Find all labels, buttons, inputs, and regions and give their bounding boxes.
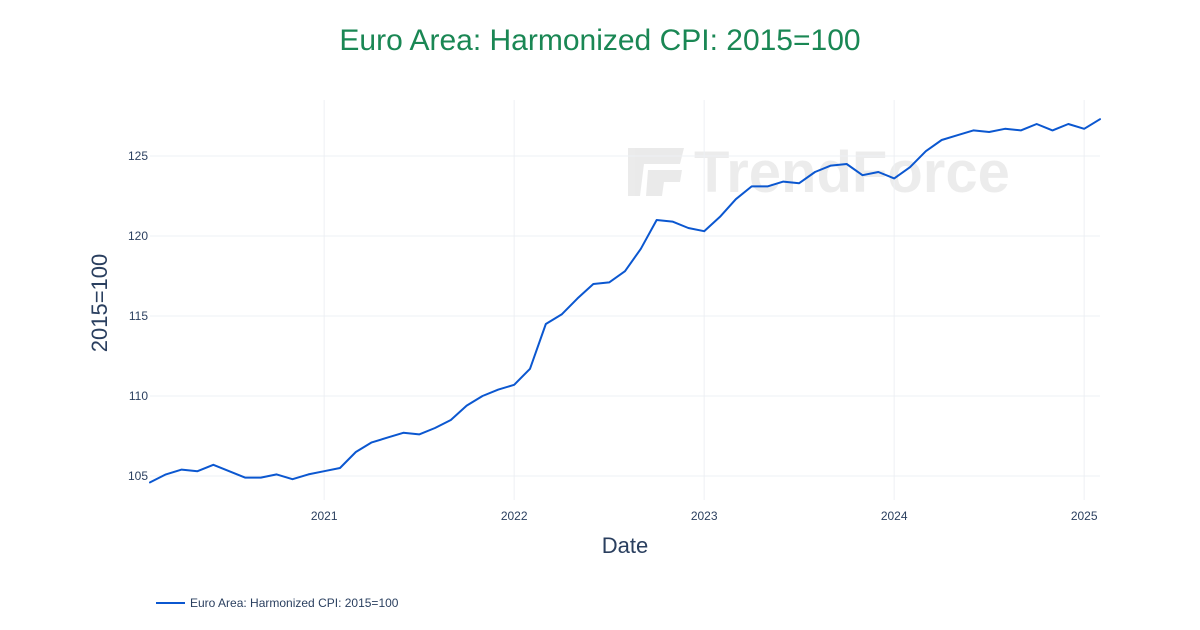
y-axis-ticks: 105 110 115 120 125 bbox=[128, 149, 148, 483]
x-grid bbox=[323, 100, 1085, 500]
legend[interactable]: Euro Area: Harmonized CPI: 2015=100 bbox=[156, 596, 399, 610]
y-tick-label: 120 bbox=[128, 229, 148, 243]
trendforce-logo-icon bbox=[628, 148, 684, 196]
chart-title: Euro Area: Harmonized CPI: 2015=100 bbox=[339, 24, 860, 57]
series-layer bbox=[149, 118, 1101, 484]
y-tick-label: 105 bbox=[128, 469, 148, 483]
watermark-text: TrendForce bbox=[694, 140, 1010, 205]
x-tick-label: 2021 bbox=[311, 509, 338, 523]
y-tick-label: 125 bbox=[128, 149, 148, 163]
series-line-0[interactable] bbox=[149, 118, 1101, 484]
y-tick-label: 115 bbox=[129, 309, 148, 323]
x-tick-label: 2024 bbox=[881, 509, 908, 523]
x-axis-title: Date bbox=[602, 533, 648, 558]
x-tick-label: 2022 bbox=[501, 509, 528, 523]
y-grid bbox=[150, 155, 1100, 477]
x-tick-label: 2025 bbox=[1071, 509, 1098, 523]
y-tick-label: 110 bbox=[129, 389, 148, 403]
legend-label: Euro Area: Harmonized CPI: 2015=100 bbox=[190, 596, 399, 610]
x-axis-ticks: 2021 2022 2023 2024 2025 bbox=[311, 509, 1098, 523]
watermark: TrendForce bbox=[628, 140, 1010, 205]
y-axis-title: 2015=100 bbox=[87, 254, 112, 353]
x-tick-label: 2023 bbox=[691, 509, 718, 523]
